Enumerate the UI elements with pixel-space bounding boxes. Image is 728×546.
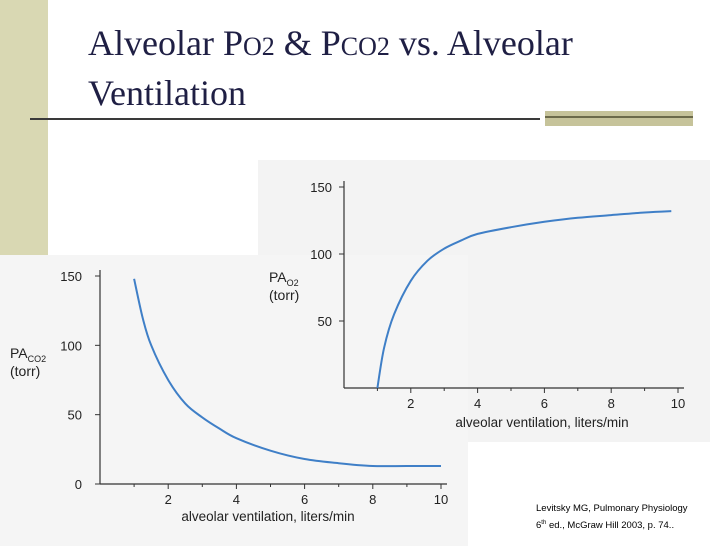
citation-line-2: 6th ed., McGraw Hill 2003, p. 74.. bbox=[536, 520, 675, 532]
pco2-y-label: PACO2 bbox=[10, 345, 46, 364]
title-accent-line bbox=[545, 116, 693, 118]
pco2-x-tick-label: 4 bbox=[233, 492, 240, 507]
pco2-x-tick-label: 10 bbox=[434, 492, 448, 507]
po2-x-tick-label: 6 bbox=[541, 396, 548, 411]
title-underline bbox=[30, 118, 540, 120]
pco2-y-tick-label: 100 bbox=[60, 338, 82, 353]
citation-line-1: Levitsky MG, Pulmonary Physiology bbox=[536, 503, 688, 514]
po2-y-tick-label: 100 bbox=[310, 247, 332, 262]
pco2-series-line bbox=[133, 278, 441, 468]
slide-title: Alveolar PO2 & PCO2 vs. Alveolar Ventilat… bbox=[88, 23, 573, 113]
pco2-x-tick-label: 6 bbox=[301, 492, 308, 507]
po2-y-tick-label: 150 bbox=[310, 180, 332, 195]
pco2-y-tick-label: 50 bbox=[68, 408, 82, 423]
pco2-x-tick-label: 2 bbox=[165, 492, 172, 507]
title-accent-block bbox=[545, 111, 693, 126]
po2-x-tick-label: 4 bbox=[474, 396, 481, 411]
pco2-y-tick-label: 0 bbox=[75, 477, 82, 492]
pco2-figure-background bbox=[0, 255, 468, 546]
po2-y-label-unit: (torr) bbox=[269, 287, 299, 303]
po2-x-tick-label: 10 bbox=[671, 396, 685, 411]
pco2-x-label: alveolar ventilation, liters/min bbox=[181, 509, 354, 524]
po2-series-line bbox=[376, 210, 672, 389]
po2-x-tick-label: 8 bbox=[608, 396, 615, 411]
pco2-y-tick-label: 150 bbox=[60, 269, 82, 284]
po2-x-tick-label: 2 bbox=[407, 396, 414, 411]
pco2-y-label-unit: (torr) bbox=[10, 363, 40, 379]
pco2-x-tick-label: 8 bbox=[369, 492, 376, 507]
po2-chart: 2 4 6 8 10 50 100 150 PAO2(torr) alveolar ventila… bbox=[269, 180, 685, 430]
po2-y-tick-label: 50 bbox=[318, 314, 332, 329]
citation: Levitsky MG, Pulmonary Physiology 6th ed… bbox=[536, 501, 726, 533]
po2-y-label: PAO2 bbox=[269, 269, 299, 288]
po2-x-label: alveolar ventilation, liters/min bbox=[455, 415, 628, 430]
